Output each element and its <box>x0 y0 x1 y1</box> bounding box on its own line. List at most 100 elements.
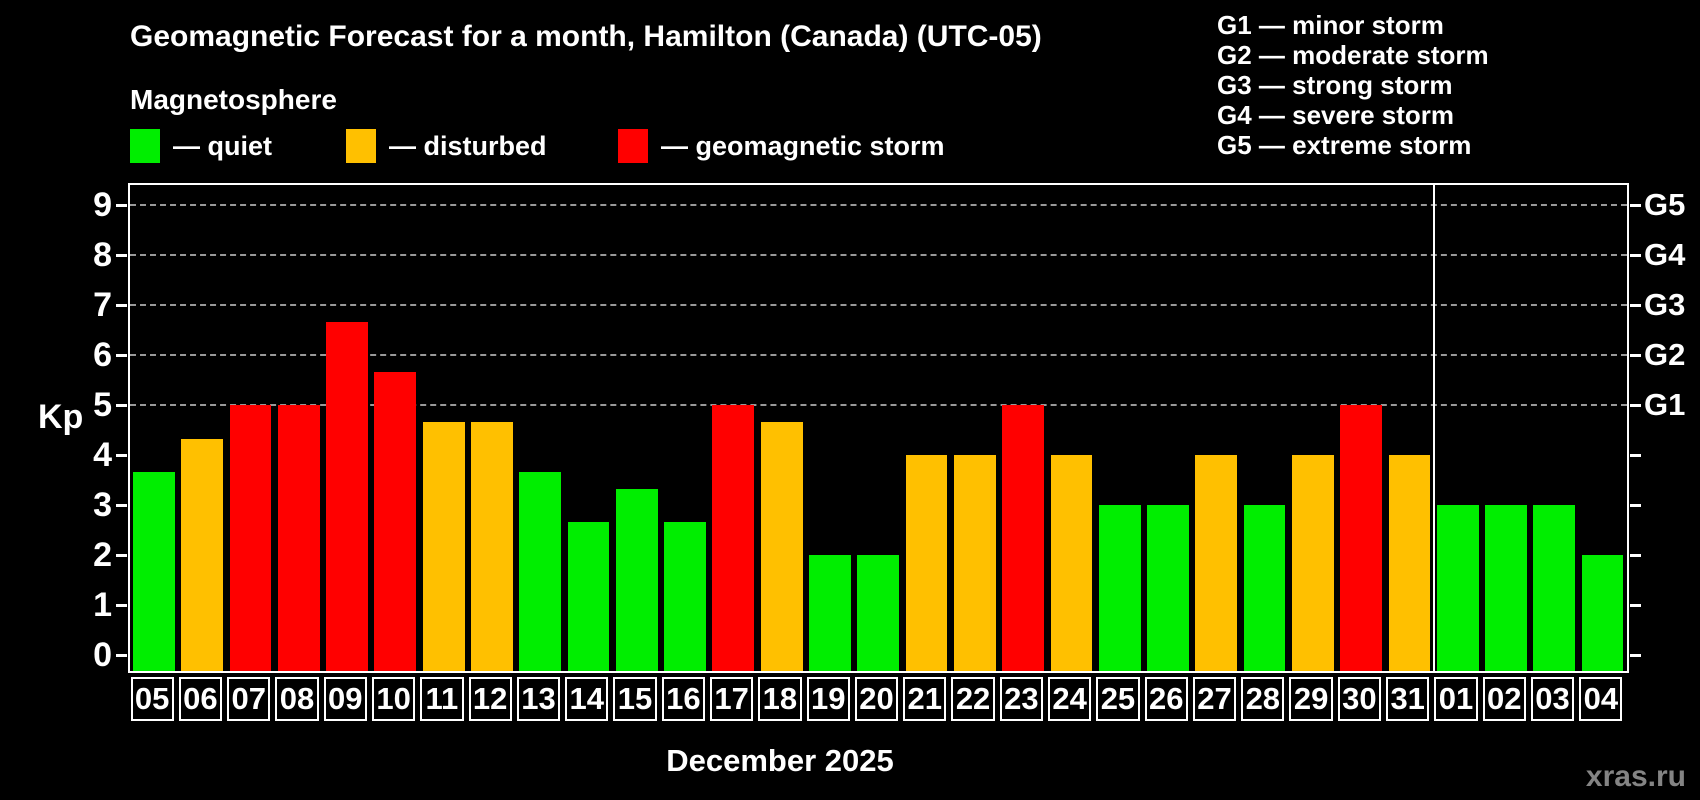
kp-bar-day-09 <box>326 321 368 671</box>
kp-bar-day-01 <box>1436 505 1479 671</box>
day-box-30: 30 <box>1337 677 1382 721</box>
day-box-15: 15 <box>613 677 657 721</box>
day-box-02: 02 <box>1482 677 1526 721</box>
g-label-G3: G3 <box>1644 287 1686 322</box>
g-scale-legend-line: G1 — minor storm <box>1217 10 1444 40</box>
chart-title: Geomagnetic Forecast for a month, Hamilt… <box>130 20 1042 53</box>
y-tick-label-3: 3 <box>93 486 112 524</box>
right-axis-tick <box>1630 203 1641 207</box>
day-box-12: 12 <box>468 677 512 721</box>
day-box-18: 18 <box>758 677 802 721</box>
right-axis-tick <box>1630 503 1641 507</box>
left-axis-tick <box>116 403 127 407</box>
kp-bar-day-31 <box>1388 455 1431 671</box>
y-axis-title: Kp <box>38 398 84 436</box>
day-box-03: 03 <box>1530 677 1575 721</box>
kp-bar-day-24 <box>1050 455 1093 671</box>
g-scale-legend-line: G5 — extreme storm <box>1217 130 1472 160</box>
day-box-22: 22 <box>951 677 995 721</box>
y-tick-label-0: 0 <box>93 636 112 674</box>
day-box-28: 28 <box>1241 677 1285 721</box>
disturbed-swatch-icon <box>346 129 376 163</box>
day-box-20: 20 <box>854 677 899 721</box>
day-box-21: 21 <box>903 677 947 721</box>
chart-subtitle: Magnetosphere <box>130 84 337 115</box>
left-axis-tick <box>116 303 127 307</box>
right-axis-tick <box>1630 453 1641 457</box>
kp-bar-day-20 <box>857 555 900 671</box>
kp-bar-day-06 <box>181 438 224 671</box>
legend-label-quiet: — quiet <box>173 130 272 161</box>
kp-bar-day-28 <box>1243 505 1286 671</box>
g-label-G1: G1 <box>1644 387 1686 422</box>
day-box-26: 26 <box>1144 677 1188 721</box>
status-legend: — quiet — disturbed — geomagnetic storm <box>130 129 945 163</box>
left-axis-tick <box>116 503 127 507</box>
quiet-swatch-icon <box>130 129 160 163</box>
kp-bar-day-26 <box>1147 505 1189 671</box>
kp-bar-day-16 <box>664 521 706 671</box>
kp-bar-day-22 <box>953 455 996 671</box>
kp-bar-day-25 <box>1098 505 1141 671</box>
left-axis-tick <box>116 603 127 607</box>
y-tick-label-6: 6 <box>93 336 112 374</box>
gridline-kp8 <box>130 254 1627 256</box>
legend-item-storm: — geomagnetic storm <box>618 129 945 163</box>
y-tick-label-2: 2 <box>93 536 112 574</box>
day-box-14: 14 <box>565 677 609 721</box>
day-box-06: 06 <box>178 677 223 721</box>
right-axis-tick <box>1630 253 1641 257</box>
g-scale-legend-line: G3 — strong storm <box>1217 70 1453 100</box>
y-tick-label-8: 8 <box>93 236 112 274</box>
y-tick-label-1: 1 <box>93 586 112 624</box>
right-axis-tick <box>1630 353 1641 357</box>
day-box-17: 17 <box>709 677 754 721</box>
day-box-31: 31 <box>1386 677 1430 721</box>
kp-bar-day-02 <box>1485 505 1527 671</box>
g-label-G4: G4 <box>1644 237 1686 272</box>
kp-bar-day-05 <box>133 471 175 671</box>
kp-bar-day-04 <box>1581 555 1624 671</box>
right-axis-tick <box>1630 603 1641 607</box>
watermark: xras.ru <box>1585 760 1686 793</box>
plot-area <box>116 183 1641 673</box>
day-box-19: 19 <box>806 677 850 721</box>
right-axis-tick <box>1630 303 1641 307</box>
kp-bar-day-14 <box>567 521 610 671</box>
kp-bar-day-17 <box>712 405 755 671</box>
gridline-kp9 <box>130 204 1627 206</box>
right-axis-tick <box>1630 553 1641 557</box>
gridline-kp7 <box>130 304 1627 306</box>
day-box-24: 24 <box>1048 677 1092 721</box>
day-box-04: 04 <box>1579 677 1623 721</box>
left-axis-tick <box>116 453 127 457</box>
kp-bar-day-29 <box>1291 455 1334 671</box>
y-tick-label-7: 7 <box>93 286 112 324</box>
day-box-25: 25 <box>1096 677 1140 721</box>
kp-bar-day-08 <box>277 405 320 671</box>
g-scale-legend-line: G2 — moderate storm <box>1217 40 1489 70</box>
left-axis-tick <box>116 353 127 357</box>
day-box-01: 01 <box>1434 677 1478 721</box>
day-box-11: 11 <box>420 677 464 721</box>
gridline-kp6 <box>130 354 1627 356</box>
kp-bar-day-27 <box>1195 455 1238 671</box>
kp-bar-day-12 <box>471 421 513 671</box>
day-box-29: 29 <box>1289 677 1333 721</box>
day-box-10: 10 <box>371 677 416 721</box>
day-box-07: 07 <box>227 677 271 721</box>
y-tick-label-4: 4 <box>93 436 112 474</box>
day-box-05: 05 <box>130 677 174 721</box>
kp-bar-day-18 <box>760 421 803 671</box>
legend-item-disturbed: — disturbed <box>346 129 618 163</box>
g-scale-legend-line: G4 — severe storm <box>1217 100 1455 130</box>
day-box-23: 23 <box>999 677 1043 721</box>
left-axis-tick <box>116 253 127 257</box>
legend-label-storm: — geomagnetic storm <box>661 130 945 161</box>
day-box-13: 13 <box>516 677 561 721</box>
gridline-kp5 <box>130 404 1627 406</box>
kp-bar-day-10 <box>374 371 417 671</box>
g-label-G5: G5 <box>1644 187 1686 222</box>
right-axis-tick <box>1630 403 1641 407</box>
